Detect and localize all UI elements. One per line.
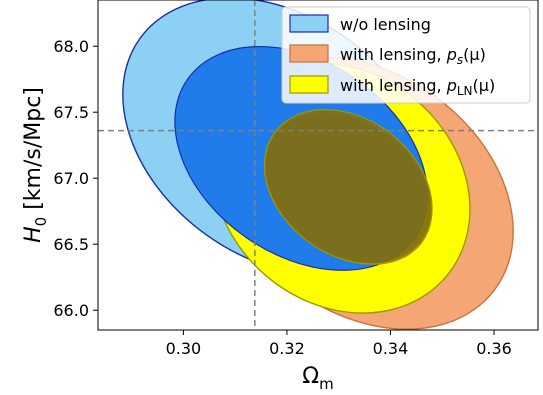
x-axis-label-subscript: m [319, 375, 334, 393]
legend-box [281, 6, 531, 104]
x-axis-ticks: 0.30 0.32 0.34 0.36 [166, 330, 512, 358]
legend-swatch-wo-lensing [289, 14, 329, 33]
y-tick-label: 68.0 [53, 37, 89, 56]
x-tick-label: 0.34 [373, 339, 409, 358]
x-axis-label-main: Ω [302, 364, 319, 389]
legend-ps-tail: (μ) [463, 45, 486, 64]
y-axis-ticks: 66.0 66.5 67.0 67.5 68.0 [53, 37, 98, 320]
legend-label-wo-lensing: w/o lensing [340, 15, 431, 34]
legend-pln-sub: LN [457, 84, 473, 98]
legend-swatch-ps [289, 44, 329, 63]
legend-swatch-pln [289, 75, 329, 94]
y-tick-label: 67.0 [53, 169, 89, 188]
legend-label-pln: with lensing, pLN(μ) [340, 76, 495, 98]
legend-label-ps: with lensing, ps(μ) [340, 45, 486, 67]
legend-pln-math: p [446, 76, 457, 95]
legend-ps-sub: s [457, 53, 463, 67]
contour-inner-pln [263, 109, 433, 265]
x-tick-label: 0.30 [166, 339, 202, 358]
y-tick-label: 66.5 [53, 235, 89, 254]
legend-ps-plain: with lensing, [340, 45, 447, 64]
y-axis-label: H0 [km/s/Mpc] [21, 87, 50, 243]
y-tick-label: 67.5 [53, 103, 89, 122]
legend-pln-plain: with lensing, [340, 76, 447, 95]
plot-frame [97, 0, 539, 331]
y-tick-label: 66.0 [53, 301, 89, 320]
x-tick-label: 0.32 [269, 339, 305, 358]
y-axis-label-unit: [km/s/Mpc] [21, 87, 46, 210]
legend: w/o lensing with lensing, ps(μ) with len… [281, 6, 531, 104]
y-axis-label-subscript: 0 [32, 217, 50, 227]
y-axis-label-main: H [21, 226, 46, 243]
reference-lines [98, 0, 538, 330]
legend-pln-tail: (μ) [473, 76, 496, 95]
x-tick-label: 0.36 [476, 339, 512, 358]
y-axis-label-space [21, 210, 46, 217]
x-axis-label: Ωm [302, 364, 333, 393]
legend-ps-math: p [446, 45, 457, 64]
